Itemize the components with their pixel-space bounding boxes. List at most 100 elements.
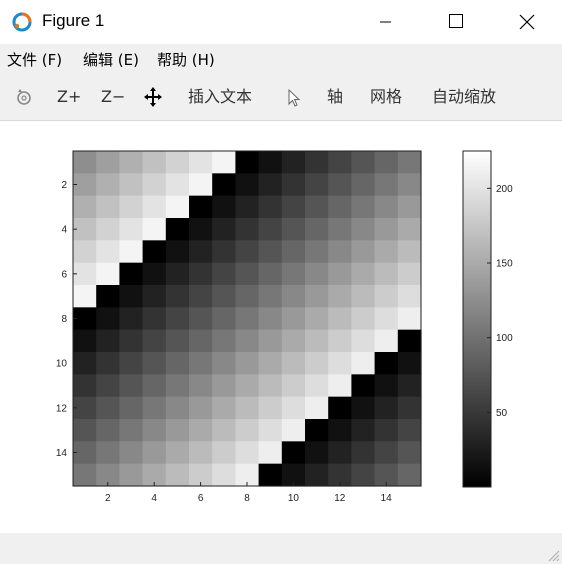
heatmap-cell [258, 374, 283, 398]
heatmap-cell [165, 262, 190, 286]
resize-grip-icon[interactable] [546, 548, 560, 562]
auto-zoom-button[interactable]: 自动缩放 [432, 87, 497, 106]
heatmap-cell [397, 151, 422, 174]
heatmap-cell [235, 195, 260, 219]
close-button[interactable] [504, 0, 550, 44]
heatmap-cell [397, 262, 422, 286]
zoom-out-button[interactable]: Z− [101, 87, 126, 106]
heatmap-cell [235, 329, 260, 353]
heatmap-cell [119, 218, 144, 241]
status-bar [0, 533, 562, 564]
heatmap-cell [119, 329, 144, 353]
heatmap-cell [189, 374, 213, 398]
insert-text-button[interactable]: 插入文本 [188, 87, 253, 106]
heatmap-cell [258, 307, 283, 331]
heatmap-cell [305, 352, 329, 375]
heatmap-cell [142, 285, 167, 308]
heatmap-cell [165, 240, 190, 264]
minimize-button[interactable] [362, 0, 408, 44]
heatmap-cell [96, 240, 120, 264]
heatmap-cell [142, 463, 167, 487]
heatmap-cell [281, 329, 306, 353]
heatmap-cell [397, 463, 422, 487]
heatmap-cell [328, 419, 352, 442]
heatmap-cell [235, 240, 260, 264]
heatmap-cell [96, 195, 120, 219]
heatmap-cell [374, 151, 399, 174]
heatmap-cell [328, 240, 352, 264]
zoom-in-button[interactable]: Z+ [57, 87, 82, 106]
heatmap-cell [212, 262, 236, 286]
heatmap-cell [305, 419, 329, 442]
y-tick-label: 10 [56, 359, 68, 370]
heatmap-cell [96, 374, 120, 398]
plot-svg[interactable]: 2 4 6 8 10 12 14 2 4 6 8 10 12 14 50 100 150 200 [0, 121, 562, 533]
select-button[interactable] [287, 86, 301, 108]
heatmap-cell [374, 352, 399, 375]
heatmap-cell [374, 262, 399, 286]
heatmap-cell [235, 173, 260, 197]
x-tick-label: 10 [288, 493, 300, 504]
heatmap-cell [258, 195, 283, 219]
heatmap-cell [374, 419, 399, 442]
heatmap-cell [119, 173, 144, 197]
colorbar-tick-label: 50 [496, 408, 508, 419]
heatmap-cell [374, 173, 399, 197]
heatmap-cell [397, 419, 422, 442]
heatmap-cell [96, 396, 120, 420]
heatmap-cell [305, 307, 329, 331]
heatmap-cell [73, 285, 97, 308]
maximize-button[interactable] [432, 0, 478, 44]
heatmap-cell [397, 240, 422, 264]
heatmap-cell [281, 195, 306, 219]
heatmap-cell [397, 329, 422, 353]
heatmap-cell [374, 307, 399, 331]
heatmap-cell [305, 396, 329, 420]
heatmap-cell [374, 218, 399, 241]
heatmap-cell [119, 374, 144, 398]
heatmap-cell [212, 463, 236, 487]
heatmap-cell [212, 441, 236, 465]
heatmap-cell [281, 441, 306, 465]
heatmap-cell [212, 329, 236, 353]
heatmap-cell [235, 307, 260, 331]
heatmap-cell [235, 419, 260, 442]
axis-button[interactable]: 轴 [327, 87, 344, 106]
heatmap-cell [258, 352, 283, 375]
heatmap-cell [119, 441, 144, 465]
menu-help[interactable]: 帮助 (H) [157, 51, 215, 69]
heatmap-cell [142, 195, 167, 219]
heatmap-cell [142, 173, 167, 197]
heatmap-cell [397, 374, 422, 398]
heatmap-cell [96, 419, 120, 442]
heatmap-cell [235, 262, 260, 286]
heatmap-cell [73, 396, 97, 420]
maximize-icon [449, 14, 463, 28]
heatmap-cell [258, 173, 283, 197]
heatmap-cell [374, 441, 399, 465]
heatmap-cell [165, 307, 190, 331]
heatmap-cell [281, 352, 306, 375]
heatmap-cell [328, 463, 352, 487]
heatmap-cell [281, 218, 306, 241]
window-title: Figure 1 [42, 11, 105, 30]
heatmap-cell [165, 396, 190, 420]
heatmap-cell [305, 262, 329, 286]
heatmap-cell [397, 352, 422, 375]
heatmap-cell [397, 173, 422, 197]
colorbar-tick-label: 150 [496, 259, 513, 270]
pan-button[interactable] [144, 86, 162, 108]
heatmap-cell [212, 419, 236, 442]
heatmap-cell [281, 240, 306, 264]
grid-button[interactable]: 网格 [370, 87, 403, 106]
menu-edit[interactable]: 编辑 (E) [83, 51, 139, 69]
rotate-button[interactable] [14, 86, 34, 108]
menu-file[interactable]: 文件 (F) [7, 51, 63, 69]
heatmap-cell [142, 262, 167, 286]
heatmap-cell [96, 352, 120, 375]
heatmap-cell [119, 419, 144, 442]
heatmap-cell [189, 173, 213, 197]
heatmap-cell [258, 151, 283, 174]
heatmap-cell [305, 218, 329, 241]
heatmap-cell [351, 329, 376, 353]
